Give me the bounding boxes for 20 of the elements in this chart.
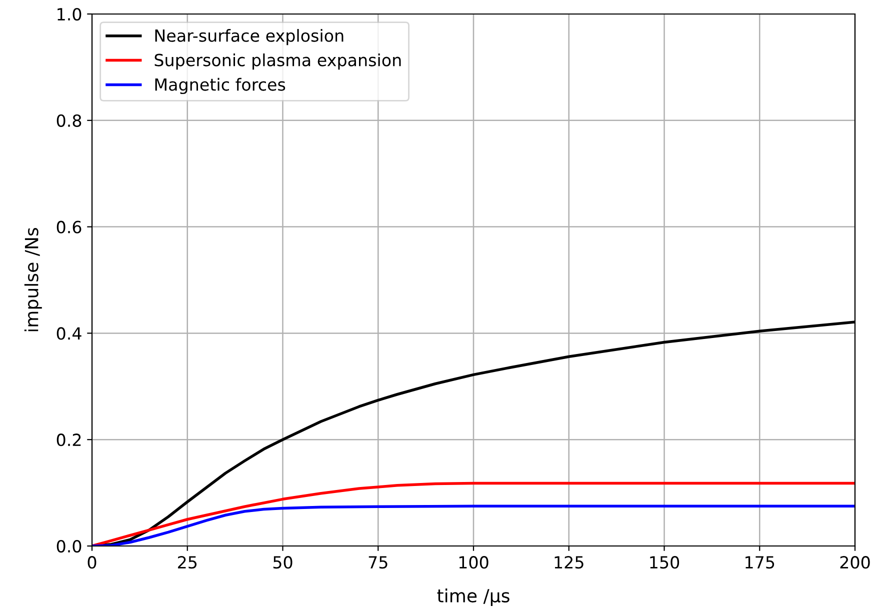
y-tick-label: 0.2 (56, 434, 81, 446)
x-tick-label: 100 (459, 556, 488, 569)
y-tick-label: 1.0 (58, 8, 82, 21)
legend-label: Supersonic plasma expansion (154, 53, 401, 70)
x-tick-label: 150 (650, 556, 680, 569)
legend-label: Near-surface explosion (155, 29, 344, 46)
legend-label: Magnetic forces (155, 78, 286, 94)
x-tick-label: 25 (178, 556, 197, 569)
y-tick-label: 0.0 (56, 540, 82, 553)
y-tick-label: 0.4 (56, 327, 82, 340)
x-tick-label: 200 (840, 556, 870, 569)
y-tick-label: 0.6 (56, 220, 82, 234)
x-tick-label: 75 (368, 556, 388, 569)
y-tick-label: 0.8 (56, 114, 82, 127)
x-tick-label: 0 (88, 556, 96, 569)
x-tick-label: 50 (273, 556, 292, 569)
y-axis-title: impulse /Ns (24, 228, 42, 332)
x-tick-label: 125 (554, 556, 584, 569)
x-tick-label: 175 (746, 556, 774, 569)
x-axis-title: time /µs (437, 588, 510, 606)
